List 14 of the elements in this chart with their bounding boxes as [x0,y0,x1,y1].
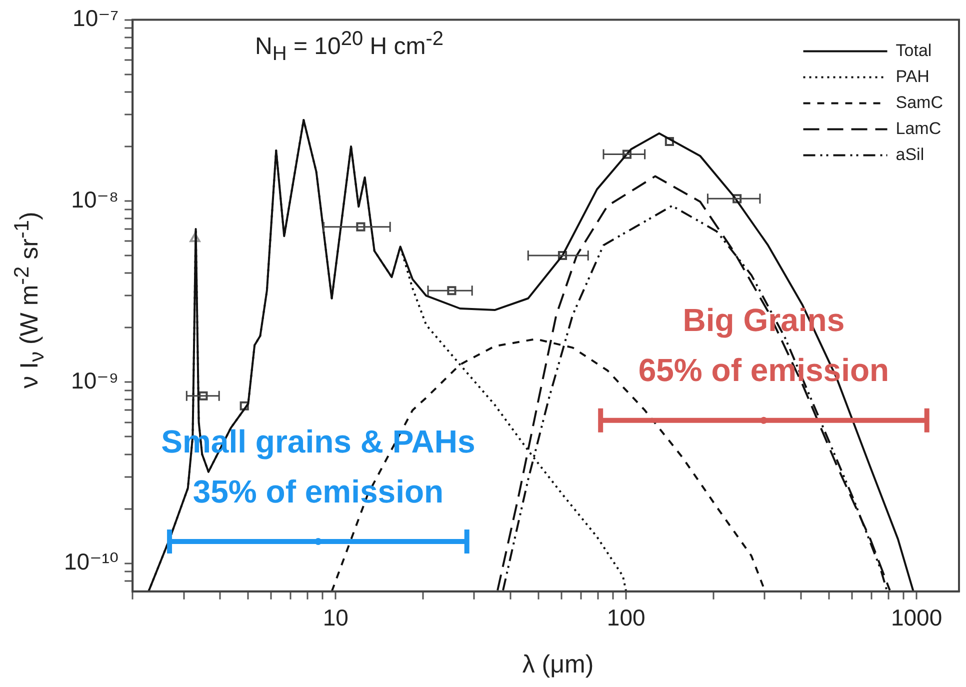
annotation: N$_{H}$ = 10$^{20}$ H cm$^{-2}$ [255,28,444,66]
y-tick-label: 10⁻⁸ [71,186,119,212]
y-tick-label: 10⁻¹⁰ [64,548,119,575]
legend-label: LamC [896,118,942,138]
legend-label: aSil [896,144,924,164]
legend-label: PAH [896,66,930,86]
x-tick-label: 100 [606,604,646,631]
legend-label: SamC [896,92,944,112]
x-tick-label: 1000 [890,604,942,631]
y-tick-label: 10⁻⁷ [72,5,119,32]
legend-label: Total [896,40,932,60]
x-axis-title: λ (μm) [522,650,594,680]
y-tick-label: 10⁻⁹ [71,368,119,394]
x-tick-label: 10 [322,604,348,631]
